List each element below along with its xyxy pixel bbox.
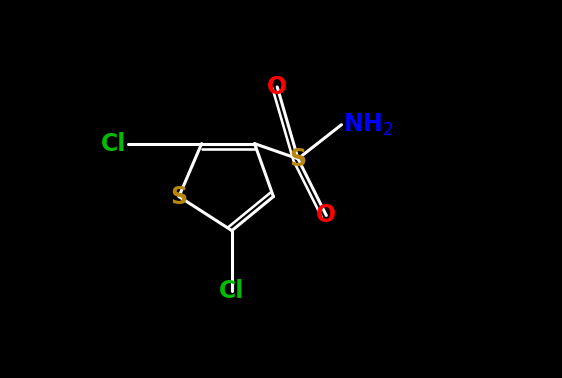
Text: Cl: Cl (219, 279, 244, 303)
Text: S: S (289, 147, 307, 171)
Text: O: O (267, 75, 287, 99)
Text: S: S (170, 184, 188, 209)
Text: NH$_2$: NH$_2$ (343, 112, 393, 138)
Text: O: O (316, 203, 337, 228)
Text: Cl: Cl (101, 132, 126, 156)
